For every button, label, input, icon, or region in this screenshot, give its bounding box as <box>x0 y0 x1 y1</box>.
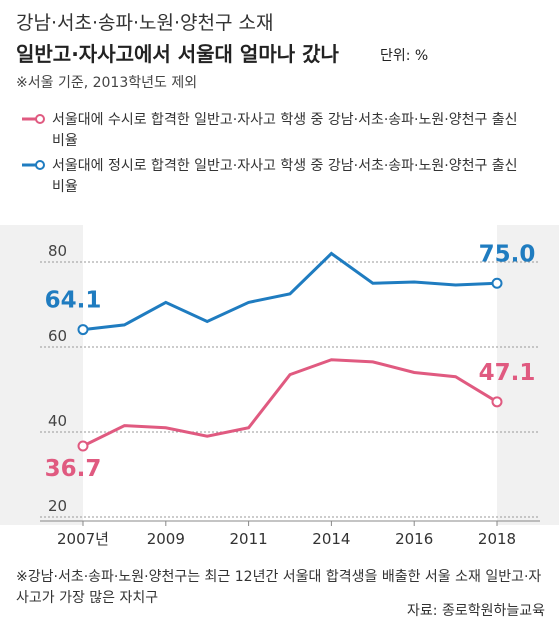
value-label: 47.1 <box>479 360 536 386</box>
y-tick-label: 40 <box>48 412 67 430</box>
point <box>77 324 89 336</box>
source: 자료: 종로학원하늘교육 <box>407 603 545 619</box>
point <box>77 440 89 452</box>
x-tick-label: 2009 <box>147 530 185 548</box>
value-label: 36.7 <box>45 456 102 482</box>
note: ※서울 기준, 2013학년도 제외 <box>16 75 198 91</box>
legend-label: 서울대에 수시로 합격한 일반고·자사고 학생 중 강남·서초·송파·노원·양천… <box>52 112 518 149</box>
x-tick-label: 2007년 <box>57 530 109 548</box>
footnote: ※강남·서초·송파·노원·양천구는 최근 12년간 서울대 합격생을 배출한 서… <box>16 569 542 606</box>
y-tick-label: 60 <box>48 327 67 345</box>
y-tick-label: 20 <box>48 497 67 515</box>
series-line <box>82 251 498 332</box>
legend-marker <box>35 160 45 170</box>
legend-label: 서울대에 정시로 합격한 일반고·자사고 학생 중 강남·서초·송파·노원·양천… <box>52 158 518 195</box>
series-line <box>82 358 498 448</box>
y-tick-label: 80 <box>48 242 67 260</box>
value-label: 64.1 <box>45 288 102 314</box>
unit: 단위: % <box>380 48 429 64</box>
point <box>491 396 503 408</box>
x-tick-label: 2011 <box>230 530 268 548</box>
x-tick-label: 2016 <box>395 530 433 548</box>
x-tick-label: 2014 <box>312 530 350 548</box>
x-tick-label: 2018 <box>478 530 516 548</box>
value-label: 75.0 <box>479 241 536 267</box>
title: 강남·서초·송파·노원·양천구 소재 <box>16 12 274 34</box>
point <box>491 277 503 289</box>
subtitle: 일반고·자사고에서 서울대 얼마나 갔나 <box>16 42 339 66</box>
legend-marker <box>35 114 45 124</box>
